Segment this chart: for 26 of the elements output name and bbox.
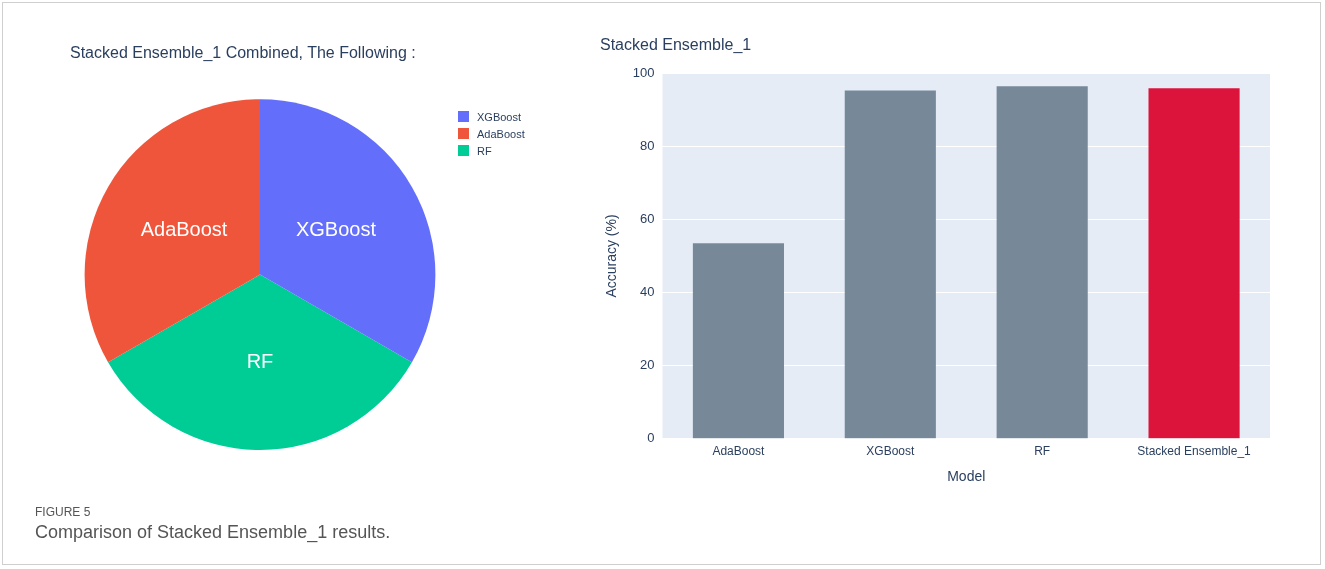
bar (996, 86, 1088, 439)
y-tick-label: 100 (632, 64, 655, 80)
bar (844, 90, 936, 439)
chart-title: Stacked Ensemble_1 (600, 36, 752, 55)
bar (692, 243, 784, 439)
y-axis-title: Accuracy (%) (603, 214, 620, 298)
legend-label: RF (477, 144, 492, 157)
y-tick-label: 80 (640, 137, 655, 153)
chart-title: Stacked Ensemble_1 Combined, The Following : (70, 44, 416, 63)
y-tick-label: 60 (640, 211, 655, 227)
x-tick-label: RF (1034, 444, 1051, 459)
x-tick-label: Stacked Ensemble_1 (1137, 444, 1252, 459)
y-tick-label: 20 (640, 357, 655, 373)
y-tick-label: 0 (647, 430, 655, 446)
x-tick-label: AdaBoost (712, 444, 766, 459)
x-axis-title: Model (947, 468, 986, 485)
slice-label: AdaBoost (140, 218, 228, 241)
slice-label: XGBoost (295, 218, 377, 241)
bar (1148, 88, 1240, 439)
text: Comparison of Stacked Ensemble_1 results. (35, 522, 391, 543)
y-tick-label: 40 (640, 284, 655, 300)
legend-label: AdaBoost (477, 127, 525, 140)
x-tick-label: XGBoost (866, 444, 915, 459)
legend-label: XGBoost (477, 110, 522, 123)
caption: FIGURE 5 (35, 505, 92, 519)
slice-label: RF (246, 349, 274, 372)
